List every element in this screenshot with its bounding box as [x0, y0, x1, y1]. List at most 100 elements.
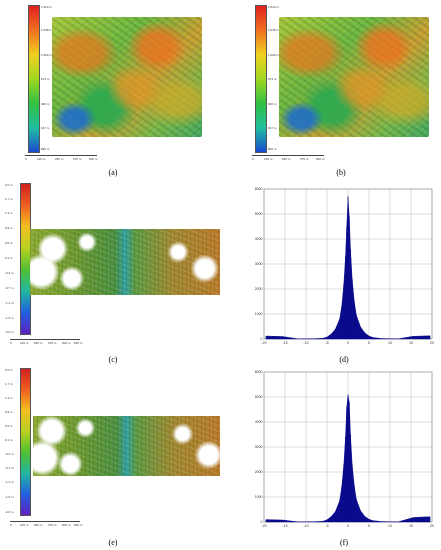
- caption-b: (b): [336, 168, 346, 177]
- panel-a: 1,010 m 1,048 m 1,009 m 974 m 946 m 917 …: [25, 5, 205, 165]
- colorbar-e: [20, 368, 31, 516]
- histogram-bar: [368, 336, 370, 339]
- y-tick-label: 1000: [255, 312, 263, 316]
- histogram-bar: [274, 519, 275, 522]
- y-tick-label: 0: [261, 520, 263, 524]
- colorbar-labels-c: 2.0 m 1.7 m 1.3 m 0.9 m 0.5 m 0.1 m -0.3…: [5, 183, 19, 335]
- colorbar-label: 917 m: [41, 126, 50, 130]
- x-tick-label: 10: [388, 341, 392, 345]
- caption-f: (f): [340, 538, 348, 547]
- histogram-bar: [326, 337, 328, 339]
- histogram-bar: [345, 256, 346, 339]
- colorbar-label: 1,010 m: [268, 5, 279, 9]
- colorbar-label: 0.9 m: [5, 226, 13, 230]
- y-tick-label: 2000: [255, 287, 263, 291]
- scale-label: 0: [252, 157, 254, 161]
- histogram-bar: [330, 334, 332, 339]
- histogram-bar: [421, 336, 422, 339]
- colorbar-label: 1.3 m: [5, 211, 13, 215]
- colorbar-label: -0.3 m: [5, 452, 14, 456]
- scale-bar-e: [10, 521, 80, 522]
- histogram-bar: [364, 516, 366, 522]
- y-tick-label: 5000: [255, 212, 263, 216]
- histogram-bar: [345, 437, 346, 522]
- scale-label: 0: [25, 157, 27, 161]
- scale-label: 375 m: [300, 157, 309, 161]
- histogram-bar: [347, 394, 349, 522]
- colorbar-label: 2.0 m: [5, 183, 13, 187]
- colorbar-label: -1.5 m: [5, 495, 14, 499]
- y-tick-label: 1000: [255, 495, 263, 499]
- histogram-bar: [347, 196, 349, 339]
- histogram-bar: [341, 487, 343, 522]
- colorbar-label: 892 m: [268, 147, 277, 151]
- scale-label: 375 m: [48, 523, 57, 527]
- scale-label: 375 m: [73, 157, 82, 161]
- y-tick-label: 6000: [255, 370, 263, 374]
- scale-label: 500 m: [62, 341, 71, 345]
- colorbar-label: 0.9 m: [5, 410, 13, 414]
- scale-label: 125 m: [20, 341, 29, 345]
- x-tick-label: 20: [430, 341, 434, 345]
- scale-bar-c: [10, 339, 80, 340]
- x-tick-label: 15: [409, 341, 413, 345]
- y-tick-label: 2000: [255, 470, 263, 474]
- panel-c: 2.0 m 1.7 m 1.3 m 0.9 m 0.5 m 0.1 m -0.3…: [5, 183, 220, 353]
- colorbar-label: 1,048 m: [268, 28, 279, 32]
- histogram-bar: [322, 338, 324, 339]
- panel-e: 2.0 m 1.7 m 1.3 m 0.9 m 0.5 m 0.1 m -0.3…: [5, 368, 220, 538]
- colorbar-label: -1.5 m: [5, 316, 14, 320]
- histogram-bar: [353, 485, 355, 522]
- y-tick-label: 6000: [255, 187, 263, 191]
- scale-bar-b: [252, 155, 324, 156]
- histogram-bar: [339, 319, 340, 339]
- difference-map-c: [30, 229, 220, 295]
- histogram-bar: [282, 520, 284, 522]
- colorbar-a: [28, 5, 40, 153]
- histogram-bar: [343, 284, 345, 339]
- colorbar-label: -0.7 m: [5, 286, 14, 290]
- y-tick-label: 4000: [255, 420, 263, 424]
- x-tick-label: 10: [388, 524, 392, 528]
- histogram-bar: [322, 521, 324, 522]
- y-tick-label: 4000: [255, 237, 263, 241]
- x-tick-label: 15: [409, 524, 413, 528]
- histogram-bar: [343, 464, 345, 522]
- x-tick-label: -5: [325, 524, 328, 528]
- difference-map-e: [33, 416, 220, 476]
- colorbar-label: -2.0 m: [5, 330, 14, 334]
- colorbar-label: 0.5 m: [5, 424, 13, 428]
- histogram-bar: [348, 216, 350, 339]
- histogram-bar: [274, 336, 275, 339]
- colorbar-label: -0.7 m: [5, 466, 14, 470]
- x-tick-label: 5: [368, 341, 370, 345]
- colorbar-label: -0.3 m: [5, 271, 14, 275]
- scale-label: 250 m: [34, 523, 43, 527]
- colorbar-label: 0.1 m: [5, 256, 13, 260]
- scale-label: 500 m: [62, 523, 71, 527]
- x-tick-label: -10: [303, 524, 308, 528]
- scale-labels-c: 0 125 m 250 m 375 m 500 m 625 m: [10, 341, 90, 347]
- panel-b: 1,010 m 1,048 m 1,009 m 974 m 946 m 917 …: [252, 5, 432, 165]
- histogram-bar: [429, 335, 431, 339]
- colorbar-label: 0.1 m: [5, 438, 13, 442]
- colorbar-labels-e: 2.0 m 1.7 m 1.3 m 0.9 m 0.5 m 0.1 m -0.3…: [5, 368, 19, 516]
- histogram-bar: [353, 301, 355, 339]
- histogram-bar: [412, 336, 414, 339]
- histogram-bar: [372, 520, 374, 522]
- histogram-bar: [412, 517, 414, 522]
- x-tick-label: 20: [430, 524, 434, 528]
- histogram-bar: [360, 510, 361, 522]
- colorbar-label: -1.1 m: [5, 301, 14, 305]
- colorbar-label: 946 m: [268, 102, 277, 106]
- scale-labels-e: 0 125 m 250 m 375 m 500 m 625 m: [10, 523, 90, 529]
- y-tick-label: 3000: [255, 445, 263, 449]
- y-tick-label: 5000: [255, 395, 263, 399]
- colorbar-label: 1,010 m: [41, 5, 52, 9]
- histogram-bar: [381, 521, 382, 522]
- caption-d: (d): [339, 355, 349, 364]
- histogram-bar: [282, 336, 284, 339]
- scale-label: 500 m: [89, 157, 98, 161]
- colorbar-label: 946 m: [41, 102, 50, 106]
- colorbar-label: 917 m: [268, 126, 277, 130]
